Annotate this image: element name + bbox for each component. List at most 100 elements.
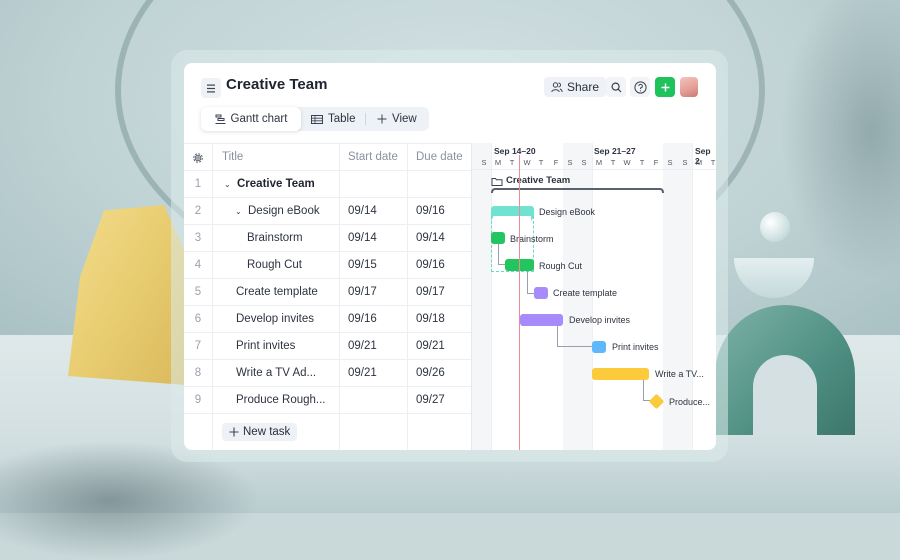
tab-divider bbox=[365, 113, 366, 125]
table-row[interactable]: 6 Develop invites 09/16 09/18 bbox=[184, 306, 471, 333]
row-start-date: 09/14 bbox=[348, 232, 377, 244]
row-due-date: 09/27 bbox=[416, 394, 445, 406]
dependency-arrow bbox=[527, 271, 534, 294]
task-table: Title Start date Due date 1 ⌄ Creative T… bbox=[184, 143, 471, 450]
row-start-date: 09/15 bbox=[348, 259, 377, 271]
background-shadow bbox=[780, 0, 900, 280]
table-row[interactable]: 1 ⌄ Creative Team bbox=[184, 171, 471, 198]
dependency-arrow bbox=[557, 326, 592, 347]
day-label: S bbox=[481, 158, 487, 167]
week-divider bbox=[592, 143, 593, 450]
day-label: T bbox=[639, 158, 645, 167]
plus-icon bbox=[661, 83, 669, 91]
bar-label: Print invites bbox=[612, 342, 659, 352]
row-title: Create template bbox=[236, 286, 318, 298]
search-icon bbox=[610, 81, 621, 92]
row-title: Print invites bbox=[236, 340, 296, 352]
plus-icon bbox=[377, 114, 387, 124]
today-marker bbox=[519, 155, 520, 450]
row-due-date: 09/21 bbox=[416, 340, 445, 352]
share-label: Share bbox=[567, 80, 600, 94]
row-start-date: 09/21 bbox=[348, 340, 377, 352]
gantt-bar-write-tv-ad[interactable] bbox=[592, 368, 649, 380]
day-label: T bbox=[710, 158, 716, 167]
row-number: 8 bbox=[194, 367, 202, 379]
day-label: T bbox=[538, 158, 544, 167]
settings-button[interactable] bbox=[184, 144, 212, 171]
gantt-chart: Sep 14–20 Sep 21–27 Sep 2 S M T W T F S … bbox=[471, 143, 716, 450]
day-label: T bbox=[610, 158, 616, 167]
table-header: Title Start date Due date bbox=[184, 144, 471, 171]
gantt-bar-design-ebook[interactable] bbox=[491, 206, 534, 216]
column-header-title[interactable]: Title bbox=[222, 151, 244, 163]
decorative-ball bbox=[760, 212, 790, 242]
add-view-button[interactable]: View bbox=[377, 107, 417, 131]
share-button[interactable]: Share bbox=[544, 77, 607, 97]
table-row[interactable]: 2 ⌄ Design eBook 09/14 09/16 bbox=[184, 198, 471, 225]
bar-label: Rough Cut bbox=[539, 261, 583, 271]
bar-label: Produce... bbox=[669, 397, 711, 407]
tab-table[interactable]: Table bbox=[311, 107, 356, 131]
table-row[interactable]: 5 Create template 09/17 09/17 bbox=[184, 279, 471, 306]
day-label: W bbox=[523, 158, 531, 167]
bar-label: Brainstorm bbox=[510, 234, 554, 244]
day-label: F bbox=[553, 158, 559, 167]
day-label: F bbox=[653, 158, 659, 167]
table-row[interactable]: 3 Brainstorm 09/14 09/14 bbox=[184, 225, 471, 252]
day-label: M bbox=[695, 158, 703, 167]
row-due-date: 09/26 bbox=[416, 367, 445, 379]
user-avatar[interactable] bbox=[680, 77, 698, 97]
add-button[interactable] bbox=[655, 77, 675, 97]
row-due-date: 09/16 bbox=[416, 205, 445, 217]
table-row[interactable]: 7 Print invites 09/21 09/21 bbox=[184, 333, 471, 360]
bar-label: Create template bbox=[553, 288, 618, 298]
row-number: 1 bbox=[194, 178, 202, 190]
row-number: 2 bbox=[194, 205, 202, 217]
row-due-date: 09/18 bbox=[416, 313, 445, 325]
row-due-date: 09/17 bbox=[416, 286, 445, 298]
row-title: Rough Cut bbox=[247, 259, 302, 271]
view-tabs: Gantt chart Table View bbox=[201, 107, 429, 131]
row-title: Brainstorm bbox=[247, 232, 303, 244]
gantt-bar-create-template[interactable] bbox=[534, 287, 548, 299]
new-task-button[interactable]: New task bbox=[222, 423, 298, 441]
table-row[interactable]: 8 Write a TV Ad... 09/21 09/26 bbox=[184, 360, 471, 387]
table-row[interactable]: 9 Produce Rough... 09/27 bbox=[184, 387, 471, 414]
plus-icon bbox=[229, 427, 239, 437]
menu-button[interactable] bbox=[201, 78, 221, 98]
gantt-icon bbox=[215, 114, 226, 124]
tab-gantt-chart[interactable]: Gantt chart bbox=[201, 107, 301, 131]
dependency-arrow bbox=[498, 244, 505, 265]
column-header-start-date[interactable]: Start date bbox=[348, 151, 398, 163]
tab-label: Gantt chart bbox=[230, 113, 288, 125]
gantt-milestone-produce[interactable] bbox=[648, 393, 665, 410]
dependency-arrow bbox=[643, 380, 651, 401]
row-number: 6 bbox=[194, 313, 202, 325]
day-label: W bbox=[623, 158, 631, 167]
gantt-bar-print-invites[interactable] bbox=[592, 341, 606, 353]
week-divider bbox=[491, 143, 492, 450]
page-title: Creative Team bbox=[226, 76, 328, 93]
search-button[interactable] bbox=[606, 77, 626, 97]
gantt-bar-develop-invites[interactable] bbox=[520, 314, 563, 326]
weekend-shade bbox=[563, 143, 592, 450]
help-button[interactable] bbox=[630, 77, 650, 97]
folder-icon bbox=[491, 178, 503, 186]
row-start-date: 09/21 bbox=[348, 367, 377, 379]
row-number: 9 bbox=[194, 394, 202, 406]
help-icon bbox=[633, 80, 647, 94]
column-divider bbox=[407, 144, 408, 450]
gantt-bar-brainstorm[interactable] bbox=[491, 232, 505, 244]
row-number: 7 bbox=[194, 340, 202, 352]
tab-label: View bbox=[392, 113, 417, 125]
group-label: Creative Team bbox=[506, 175, 571, 186]
column-header-due-date[interactable]: Due date bbox=[416, 151, 463, 163]
chevron-down-icon[interactable]: ⌄ bbox=[224, 180, 231, 189]
chevron-down-icon[interactable]: ⌄ bbox=[235, 207, 242, 216]
row-start-date: 09/16 bbox=[348, 313, 377, 325]
row-title: Develop invites bbox=[236, 313, 314, 325]
table-row[interactable]: 4 Rough Cut 09/15 09/16 bbox=[184, 252, 471, 279]
day-label: T bbox=[509, 158, 515, 167]
row-title: Design eBook bbox=[248, 205, 320, 217]
group-summary-bracket[interactable] bbox=[491, 187, 666, 195]
